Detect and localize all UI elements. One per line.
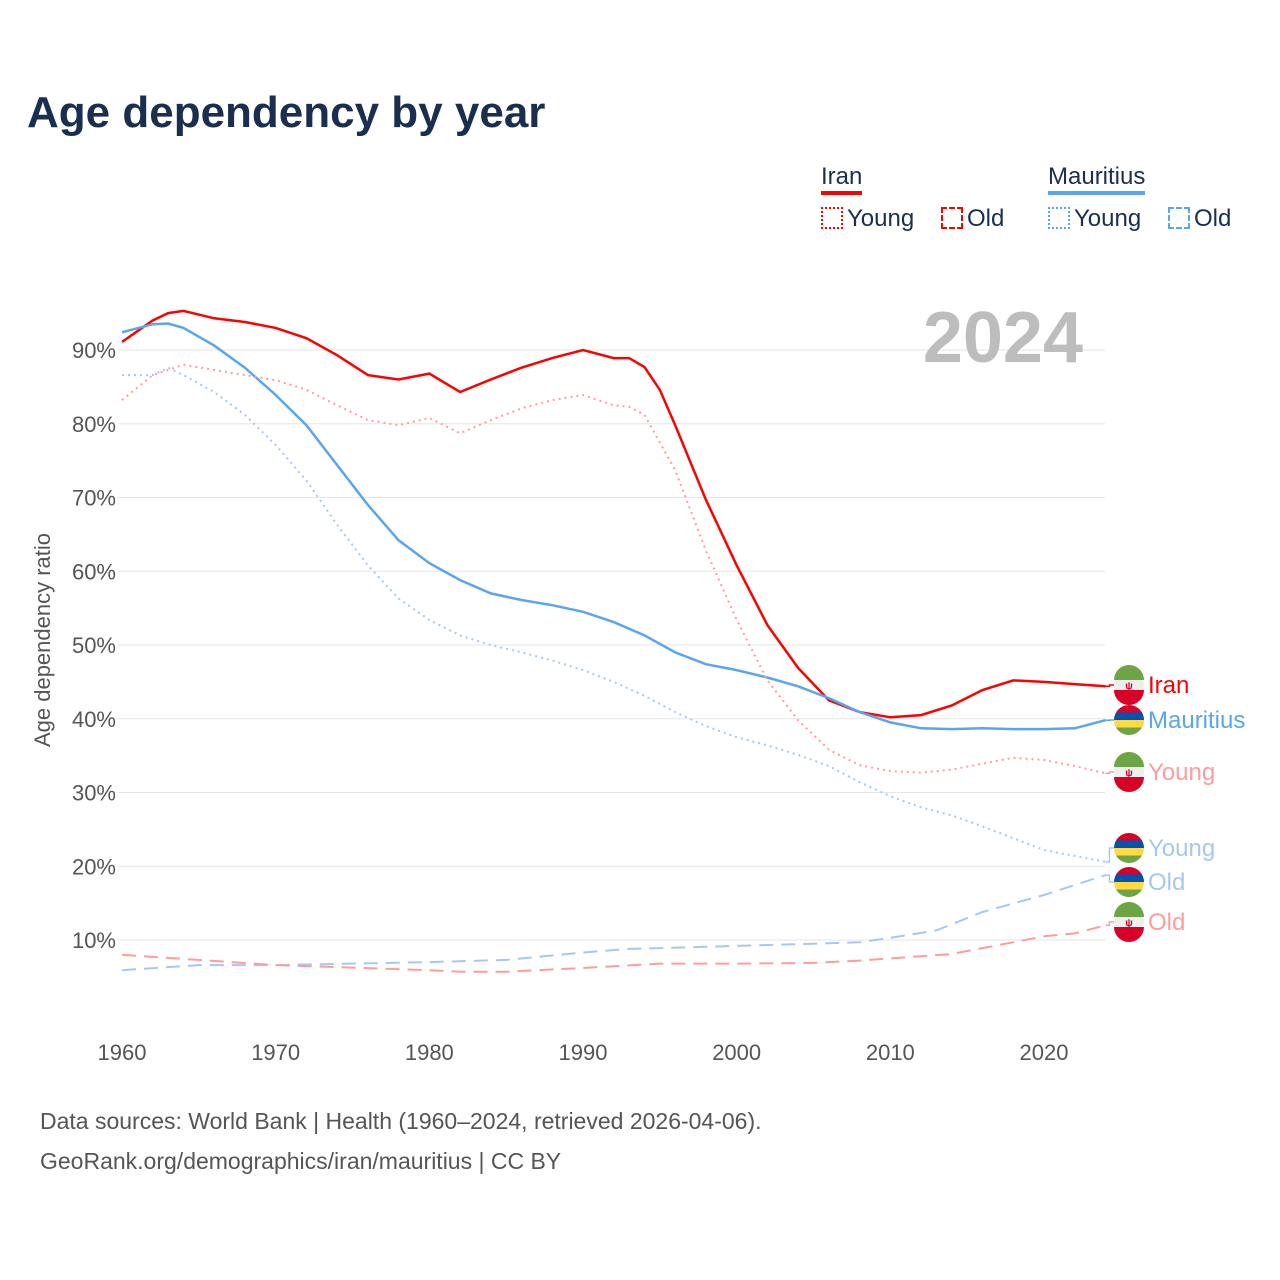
series-line-mauritius-young [122,366,1106,863]
y-tick-label: 50% [72,633,116,658]
x-tick-label: 2000 [712,1040,761,1065]
legend-label: Young [847,205,915,232]
flag-stripe [1114,752,1144,767]
footer-credit: GeoRank.org/demographics/iran/mauritius … [40,1148,562,1174]
flag-stripe [1114,882,1144,890]
legend-label: Old [967,205,1005,232]
flag-stripe [1114,690,1144,705]
flag-stripe [1114,777,1144,792]
x-tick-label: 2010 [866,1040,915,1065]
series-line-iran-old [121,924,1106,973]
x-tick-label: 1960 [98,1040,147,1065]
flag-stripe [1114,902,1144,917]
flag-stripe [1114,855,1144,863]
chart-title: Age dependency by year [27,88,546,137]
flag-stripe [1114,705,1144,713]
x-tick-label: 2020 [1020,1040,1069,1065]
end-label-mauritius-young: Young [1148,835,1215,862]
footer-sources: Data sources: World Bank | Health (1960–… [40,1108,762,1134]
end-label-mauritius-old: Old [1148,869,1185,896]
end-label-iran-old: Old [1148,909,1185,936]
flag-emblem: ψ [1125,681,1133,692]
label-connector [1105,847,1114,863]
y-tick-label: 40% [72,707,116,732]
y-tick-label: 20% [72,854,116,879]
legend-iran-old: Old [941,205,1004,233]
flag-emblem: ψ [1125,768,1133,779]
flag-stripe [1114,848,1144,856]
flag-stripe [1114,712,1144,720]
y-tick-label: 30% [72,781,116,806]
legend-iran: Iran [821,163,863,195]
flag-stripe [1114,889,1144,897]
flag-stripe [1114,665,1144,680]
legend-mauritius: Mauritius [1048,163,1146,195]
y-tick-label: 70% [72,486,116,511]
y-tick-label: 60% [72,559,116,584]
end-label-iran: Iran [1148,672,1189,699]
y-tick-label: 10% [72,928,116,953]
legend-mauritius-old: Old [1168,205,1231,233]
legend-label: Old [1194,205,1232,232]
legend-label: Young [1074,205,1142,232]
series-line-mauritius-old [121,874,1106,972]
flag-emblem: ψ [1125,918,1133,929]
flag-stripe [1114,720,1144,728]
flag-stripe [1114,874,1144,882]
y-tick-label: 90% [72,338,116,363]
x-tick-label: 1970 [251,1040,300,1065]
series-line-iran-young [121,363,1106,775]
series-line-mauritius [121,322,1106,731]
year-watermark: 2024 [923,298,1083,378]
flag-stripe [1114,727,1144,735]
flag-stripe [1114,833,1144,841]
label-connector [1105,771,1114,775]
series-line-iran [121,309,1106,719]
end-label-mauritius: Mauritius [1148,707,1245,734]
flag-stripe [1114,840,1144,848]
flag-stripe [1114,867,1144,875]
legend-iran-young: Young [821,205,914,233]
flag-stripe [1114,927,1144,942]
y-tick-label: 80% [72,412,116,437]
label-connector [1105,921,1114,926]
label-connector [1105,684,1114,688]
x-tick-label: 1980 [405,1040,454,1065]
y-axis-label: Age dependency ratio [30,533,55,747]
legend-mauritius-young: Young [1048,205,1141,233]
label-connector [1105,874,1114,883]
x-tick-label: 1990 [559,1040,608,1065]
end-label-iran-young: Young [1148,759,1215,786]
